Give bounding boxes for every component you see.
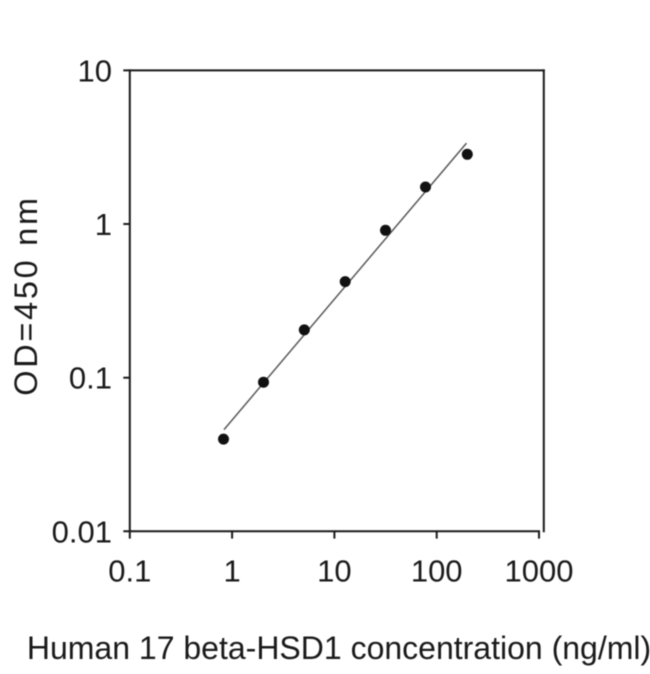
svg-text:10: 10 — [78, 53, 112, 88]
svg-text:0.1: 0.1 — [108, 554, 151, 589]
svg-text:1000: 1000 — [505, 554, 574, 589]
svg-text:Human 17 beta-HSD1 concentrati: Human 17 beta-HSD1 concentration (ng/ml) — [27, 630, 650, 666]
svg-text:1: 1 — [95, 207, 112, 242]
svg-text:0.01: 0.01 — [52, 514, 112, 549]
svg-text:OD=450 nm: OD=450 nm — [8, 195, 44, 395]
svg-text:0.1: 0.1 — [69, 361, 112, 396]
svg-text:10: 10 — [317, 554, 351, 589]
svg-text:100: 100 — [411, 554, 463, 589]
svg-text:1: 1 — [223, 554, 240, 589]
